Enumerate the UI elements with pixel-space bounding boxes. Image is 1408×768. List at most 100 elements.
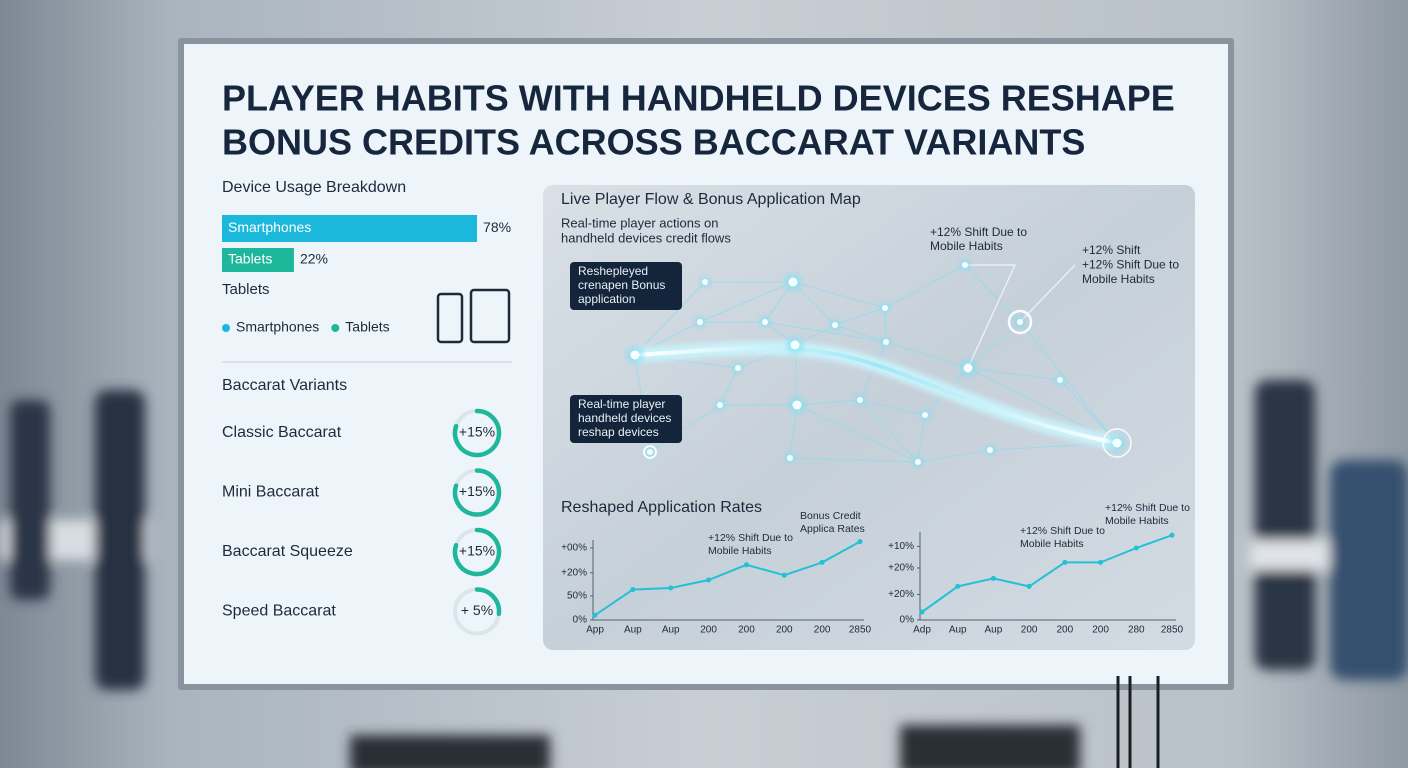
variant-label: Baccarat Squeeze <box>222 543 353 560</box>
network-edge <box>917 449 991 463</box>
network-node <box>630 350 640 360</box>
network-edge <box>796 399 861 406</box>
line-point <box>781 572 787 578</box>
ring-arc <box>474 587 502 617</box>
x-tick-label: Aup <box>662 625 680 636</box>
map-annotation: +12% Shift Due to <box>930 225 1027 239</box>
variant-label: Speed Baccarat <box>222 603 336 620</box>
background-people <box>0 380 1408 768</box>
network-edge <box>796 404 919 463</box>
line-point <box>1169 532 1175 538</box>
bar-label: Smartphones <box>228 219 311 235</box>
network-node <box>788 277 798 287</box>
callout-box <box>570 395 682 443</box>
line-point <box>819 559 825 565</box>
network-ring <box>643 445 657 459</box>
legend-swatch <box>331 324 340 332</box>
network-edge <box>964 264 1021 323</box>
chart-annotation: Mobile Habits <box>1020 538 1084 550</box>
bar <box>222 215 478 242</box>
ring-arc <box>452 527 502 577</box>
content: PLAYER HABITS WITH HANDHELD DEVICES RESH… <box>222 78 1190 636</box>
network-edge <box>699 281 794 323</box>
network-node <box>883 339 889 345</box>
network-node <box>735 365 741 371</box>
section-title: Baccarat Variants <box>222 377 347 394</box>
phone-icon <box>436 292 464 344</box>
y-tick-label: +20% <box>888 563 914 574</box>
x-tick-label: 200 <box>1057 625 1074 636</box>
line-point <box>706 577 712 583</box>
legend-label: Smartphones <box>236 319 319 335</box>
variant-label: Classic Baccarat <box>222 424 342 441</box>
network-graph <box>626 259 1132 468</box>
network-node <box>915 459 921 465</box>
panel-subtitle: handheld devices credit flows <box>561 230 731 245</box>
x-tick-label: 280 <box>1128 625 1145 636</box>
network-node <box>762 319 768 325</box>
y-tick-label: 50% <box>567 591 587 602</box>
network-node <box>882 305 888 311</box>
network-edge <box>884 264 966 309</box>
device-caption: Tablets <box>222 281 270 298</box>
x-tick-label: 200 <box>1092 625 1109 636</box>
network-edge <box>834 307 886 326</box>
ring-arc <box>452 468 502 517</box>
network-node <box>717 402 723 408</box>
y-tick-label: 0% <box>900 615 915 626</box>
line-series <box>921 534 1173 613</box>
network-edge <box>789 457 919 463</box>
chart-annotation: +12% Shift Due to <box>708 532 793 544</box>
chart-annotation: Applica Rates <box>800 523 865 535</box>
network-edge <box>764 321 887 343</box>
network-edge <box>634 281 706 356</box>
value-label: 22% <box>300 251 328 267</box>
callout-text: Reshepleyed <box>578 264 648 278</box>
line-point <box>857 539 863 545</box>
legend-swatch <box>222 324 230 332</box>
line-point <box>1098 559 1104 565</box>
chart-annotation: Mobile Habits <box>1105 515 1169 527</box>
network-edge <box>967 367 1061 381</box>
network-node <box>963 363 973 373</box>
ring-label: +15% <box>459 543 495 559</box>
callout-text: Real-time player <box>578 397 665 411</box>
network-edge <box>1019 321 1118 444</box>
network-edge <box>859 399 919 463</box>
line-point <box>592 612 598 618</box>
map-annotation: Mobile Habits <box>1082 272 1155 286</box>
network-edge <box>792 281 886 309</box>
network-edge <box>967 367 1118 444</box>
network-edge <box>834 324 887 343</box>
x-tick-label: 200 <box>814 625 831 636</box>
network-node <box>922 412 928 418</box>
chart-annotation: Mobile Habits <box>708 545 772 557</box>
network-edge <box>792 281 836 326</box>
y-tick-label: +20% <box>888 589 914 600</box>
callout-text: reshap devices <box>578 425 659 439</box>
x-tick-label: 200 <box>700 625 717 636</box>
network-edge <box>917 414 926 463</box>
network-node <box>857 397 863 403</box>
x-tick-label: 200 <box>1021 625 1038 636</box>
line-point <box>919 609 925 615</box>
callout-text: application <box>578 292 635 306</box>
y-tick-label: +10% <box>888 541 914 552</box>
line-point <box>1062 559 1068 565</box>
network-edge <box>859 399 926 416</box>
y-tick-label: 0% <box>573 615 588 626</box>
x-tick-label: Aup <box>624 625 642 636</box>
network-node <box>1112 438 1122 448</box>
network-node <box>1057 377 1063 383</box>
network-ring <box>1007 309 1033 335</box>
panel-title: Live Player Flow & Bonus Application Map <box>561 191 861 208</box>
network-node <box>832 322 838 328</box>
x-tick-label: 2850 <box>1161 625 1184 636</box>
line-point <box>668 585 674 591</box>
network-node <box>987 447 993 453</box>
page-title: BONUS CREDITS ACROSS BACCARAT VARIANTS <box>222 122 1085 163</box>
line-point <box>990 575 996 581</box>
x-tick-label: 200 <box>776 625 793 636</box>
network-node <box>962 262 968 268</box>
